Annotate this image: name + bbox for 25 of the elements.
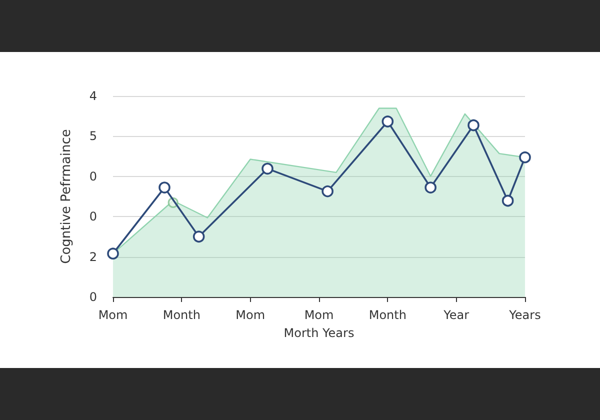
text: 0	[89, 290, 97, 304]
x-tick-label: Mom	[236, 308, 266, 322]
text: 5	[89, 129, 97, 144]
x-tick-label: Year	[442, 308, 470, 322]
point	[262, 162, 274, 175]
point	[468, 119, 480, 132]
point	[424, 182, 436, 194]
point	[502, 194, 514, 207]
point	[107, 248, 119, 260]
x-tick-label: Mom	[98, 308, 128, 322]
x-tick-label: Years	[508, 308, 541, 322]
y-axis-title: Cogntive Pefrmaince	[59, 129, 74, 264]
point	[382, 116, 394, 128]
x-axis-title: Morth Years	[284, 326, 354, 340]
text: 2	[89, 250, 97, 264]
point	[192, 230, 205, 243]
x-tick-label: Month	[368, 308, 406, 322]
text: 0	[89, 210, 97, 224]
point	[322, 185, 334, 198]
text: 4	[89, 89, 97, 103]
x-tick-label: Month	[162, 308, 200, 322]
point	[519, 151, 531, 164]
x-tick-label: Mom	[304, 308, 334, 322]
text: 0	[89, 169, 97, 184]
point	[158, 182, 170, 194]
